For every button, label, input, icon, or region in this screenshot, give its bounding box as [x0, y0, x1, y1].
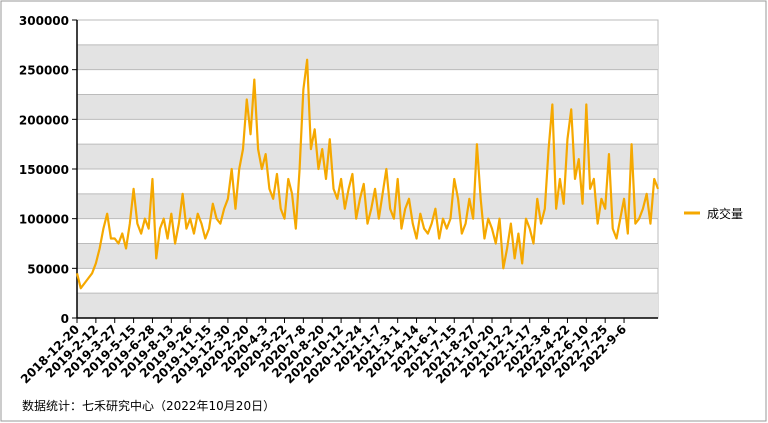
data-line — [75, 58, 660, 290]
band — [77, 293, 658, 318]
band — [77, 144, 658, 169]
y-tick-label: 50000 — [27, 262, 69, 276]
source-note: 数据统计：七禾研究中心（2022年10月20日） — [22, 398, 275, 413]
y-tick-label: 100000 — [19, 213, 69, 227]
legend-label: 成交量 — [707, 206, 743, 221]
y-tick-label: 200000 — [19, 113, 69, 127]
band — [77, 44, 658, 70]
y-tick-label: 300000 — [19, 14, 69, 28]
band — [77, 94, 658, 120]
y-tick-label: 0 — [61, 312, 69, 326]
y-tick-label: 150000 — [19, 163, 69, 177]
y-tick-label: 250000 — [19, 64, 69, 78]
band — [77, 243, 658, 269]
